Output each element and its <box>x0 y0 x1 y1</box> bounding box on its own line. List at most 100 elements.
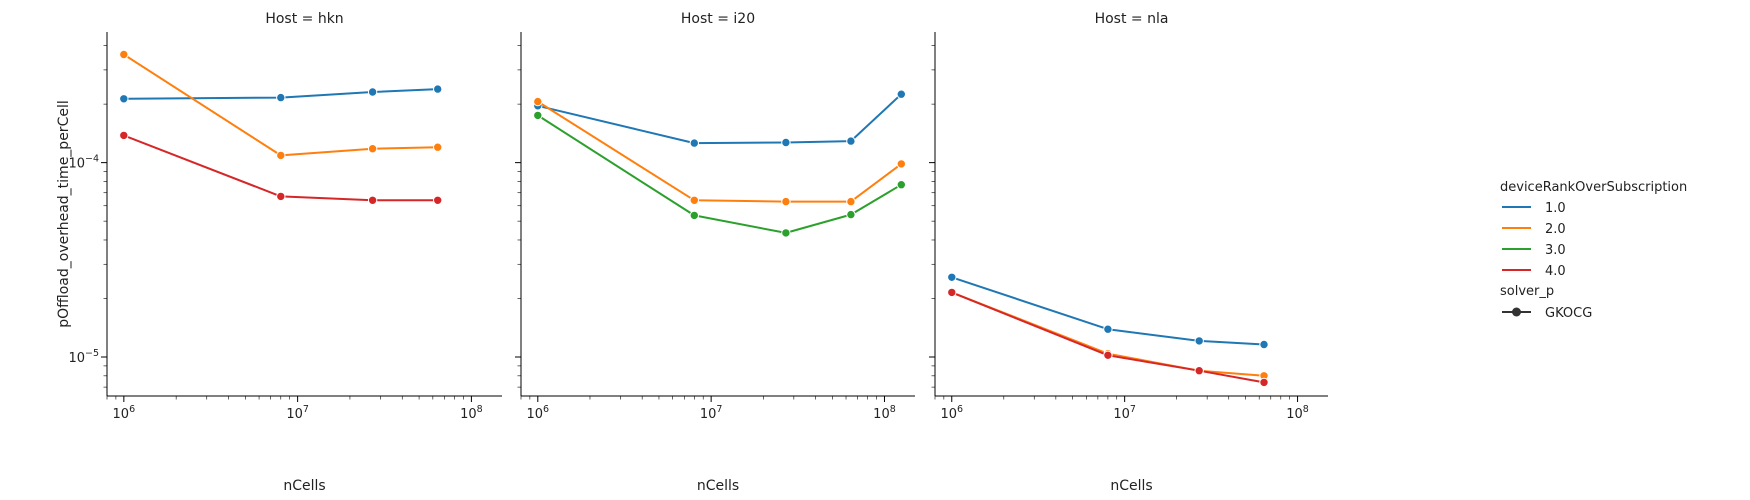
series-4.0 <box>947 287 1269 388</box>
x-tick-base: 10 <box>527 407 544 422</box>
x-tick-base: 10 <box>873 407 890 422</box>
legend-style-item: GKOCG <box>1502 306 1592 321</box>
series-line <box>951 276 1265 346</box>
legend-label: 1.0 <box>1545 201 1566 216</box>
x-axis-label: nCells <box>1110 478 1152 494</box>
x-tick-base: 10 <box>940 407 957 422</box>
series-line <box>123 88 438 100</box>
legend-hue-title: deviceRankOverSubscription <box>1500 180 1687 195</box>
series-line <box>951 291 1265 377</box>
x-tick-exponent: 6 <box>957 404 963 415</box>
data-point <box>1194 336 1204 346</box>
legend-label: 2.0 <box>1545 222 1566 237</box>
y-tick-label: 10−5 <box>68 348 99 366</box>
data-point <box>276 191 286 202</box>
x-tick-exponent: 7 <box>716 404 722 415</box>
data-point <box>1103 324 1113 334</box>
legend: deviceRankOverSubscription 1.0 2.0 3.0 4.0 so… <box>1500 180 1687 321</box>
data-point <box>846 209 856 220</box>
data-point <box>119 94 129 104</box>
data-point <box>1103 350 1113 360</box>
x-tick-base: 10 <box>286 407 303 422</box>
data-point <box>533 110 543 121</box>
series-1.0 <box>533 89 906 148</box>
data-point <box>1259 377 1269 388</box>
data-point <box>367 144 378 154</box>
legend-item: 2.0 <box>1502 222 1566 237</box>
x-tick-label: 106 <box>113 404 136 422</box>
data-point <box>433 142 443 152</box>
data-point <box>1194 366 1204 376</box>
series-2.0 <box>533 96 906 207</box>
x-tick-exponent: 6 <box>129 404 135 415</box>
x-tick-label: 106 <box>527 404 550 422</box>
x-tick-base: 10 <box>113 407 130 422</box>
data-point <box>947 287 957 298</box>
x-tick-base: 10 <box>460 407 477 422</box>
x-tick-exponent: 8 <box>477 404 483 415</box>
series-line <box>537 100 902 203</box>
x-tick-label: 107 <box>286 404 309 422</box>
series-3.0 <box>533 110 906 238</box>
x-tick-exponent: 8 <box>890 404 896 415</box>
y-tick-base: 10 <box>68 157 85 172</box>
legend-style-title: solver_p <box>1500 284 1554 299</box>
data-point <box>433 195 443 206</box>
x-tick-label: 108 <box>1286 404 1309 422</box>
data-point <box>367 87 378 97</box>
data-point <box>276 150 286 161</box>
y-tick-base: 10 <box>68 351 85 366</box>
series-line <box>951 291 1265 384</box>
series-1.0 <box>119 84 443 104</box>
x-tick-base: 10 <box>700 407 717 422</box>
x-axis-label: nCells <box>283 478 325 494</box>
data-point <box>276 92 286 103</box>
data-point <box>119 49 129 60</box>
data-point <box>846 196 856 207</box>
x-tick-label: 108 <box>873 404 896 422</box>
x-tick-base: 10 <box>1286 407 1303 422</box>
data-point <box>896 89 906 99</box>
y-tick-label: 10−4 <box>68 154 99 172</box>
x-tick-label: 107 <box>700 404 723 422</box>
legend-style-swatch-marker <box>1512 307 1521 317</box>
data-point <box>689 195 699 206</box>
legend-item: 1.0 <box>1502 201 1566 216</box>
series-line <box>123 53 438 157</box>
x-tick-exponent: 7 <box>1130 404 1136 415</box>
series-4.0 <box>119 130 443 206</box>
legend-item: 4.0 <box>1502 264 1566 279</box>
panel-title: Host = hkn <box>265 11 343 27</box>
data-point <box>781 228 791 238</box>
x-tick-label: 106 <box>940 404 963 422</box>
x-tick-exponent: 6 <box>543 404 549 415</box>
data-point <box>781 137 791 148</box>
data-point <box>433 84 443 94</box>
data-point <box>781 196 791 207</box>
series-1.0 <box>947 272 1269 350</box>
data-point <box>367 195 378 206</box>
series-line <box>123 134 438 202</box>
data-point <box>846 136 856 146</box>
data-point <box>533 96 543 107</box>
data-point <box>947 272 957 282</box>
y-axis-label: pOffload_overhead_time_perCell <box>56 100 72 327</box>
data-point <box>689 138 699 148</box>
panel-title: Host = nla <box>1095 11 1169 27</box>
y-tick-exponent: −4 <box>85 154 99 165</box>
x-tick-exponent: 8 <box>1303 404 1309 415</box>
x-axis-label: nCells <box>697 478 739 494</box>
data-point <box>689 210 699 221</box>
x-tick-label: 107 <box>1113 404 1136 422</box>
data-point <box>1259 339 1269 350</box>
series-2.0 <box>119 49 443 161</box>
data-point <box>896 159 906 169</box>
legend-label: 3.0 <box>1545 243 1566 258</box>
legend-label: 4.0 <box>1545 264 1566 279</box>
x-tick-label: 108 <box>460 404 483 422</box>
